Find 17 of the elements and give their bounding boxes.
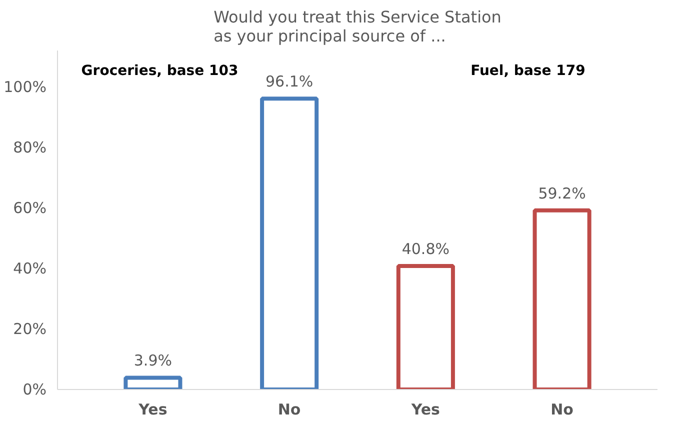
x-tick-label: No [278,400,301,418]
y-tick-label: 60% [13,198,47,217]
data-label: 3.9% [134,352,172,370]
y-tick-label: 40% [13,259,47,278]
annotation: Fuel, base 179 [470,62,586,79]
y-tick-label: 0% [22,380,46,398]
x-tick-label: Yes [138,400,168,418]
y-tick-label: 20% [13,320,47,338]
chart-title: Would you treat this Service Station as your principal source of ... [214,8,502,46]
data-label: 96.1% [265,72,314,91]
y-tick-label: 100% [4,78,47,96]
annotation: Groceries, base 103 [81,62,238,79]
data-label: 59.2% [538,184,586,202]
y-tick-label: 80% [13,138,47,156]
data-label: 40.8% [402,240,450,258]
x-tick-label: Yes [410,400,440,418]
x-tick-label: No [550,400,574,418]
